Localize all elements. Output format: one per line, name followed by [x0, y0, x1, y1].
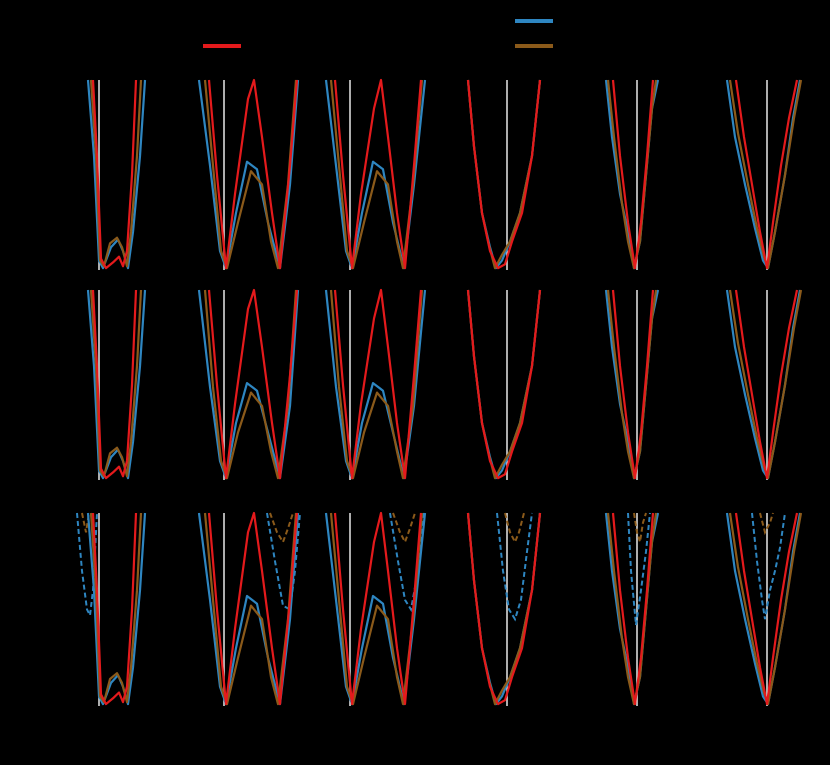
legend-swatch-brown — [515, 44, 553, 48]
panel-r3-c4 — [466, 512, 542, 706]
curve-red — [207, 78, 299, 270]
curve-red — [466, 289, 542, 480]
curve-red — [611, 512, 655, 706]
curve-red — [91, 289, 138, 480]
panel-r2-c3 — [324, 288, 427, 480]
dashed-curve-blue — [751, 512, 786, 620]
curve-blue — [324, 289, 427, 480]
curve-red — [734, 289, 799, 480]
curve-red — [91, 512, 138, 706]
panel-r3-c3 — [324, 511, 427, 706]
panel-r1-c6 — [725, 79, 803, 270]
curve-red — [611, 289, 655, 480]
dashed-curve-brown — [392, 512, 416, 545]
panel-r1-c2 — [197, 78, 300, 270]
curve-red — [734, 79, 799, 270]
curve-red — [207, 511, 299, 706]
panel-r2-c1 — [86, 289, 147, 480]
dashed-curve-blue — [76, 512, 98, 619]
curve-brown — [329, 512, 424, 706]
panel-r1-c3 — [324, 78, 427, 270]
curve-red — [466, 512, 542, 706]
panel-r2-c2 — [197, 288, 300, 480]
curve-brown — [203, 79, 298, 270]
panel-r3-c1 — [76, 512, 147, 706]
curve-brown — [203, 512, 298, 706]
panel-r2-c5 — [604, 289, 660, 480]
curve-red — [207, 288, 299, 480]
dashed-curve-brown — [504, 512, 525, 545]
dashed-curve-brown — [759, 512, 774, 536]
legend-swatch-blue — [515, 19, 553, 23]
dashed-curve-brown — [269, 512, 294, 545]
panel-r1-c4 — [466, 79, 542, 270]
dashed-curve-blue — [496, 512, 533, 622]
panel-r2-c4 — [466, 289, 542, 480]
panel-r1-c1 — [86, 79, 147, 270]
curve-red — [333, 288, 423, 480]
curve-red — [466, 79, 542, 270]
panel-r1-c5 — [604, 79, 660, 270]
curve-red — [734, 512, 799, 706]
legend-swatch-red — [203, 44, 241, 48]
dashed-curve-brown — [633, 512, 647, 543]
curve-brown — [329, 79, 424, 270]
curve-blue — [725, 289, 802, 480]
curve-blue — [725, 79, 802, 270]
dashed-curve-blue — [627, 512, 651, 626]
dashed-curve-blue — [266, 512, 301, 612]
curve-red — [333, 78, 423, 270]
curve-red — [91, 79, 138, 270]
panel-r3-c6 — [725, 512, 803, 706]
panel-r3-c5 — [604, 512, 660, 706]
panel-r3-c2 — [197, 511, 301, 706]
curve-red — [611, 79, 655, 270]
curve-red — [333, 511, 423, 706]
panel-r2-c6 — [725, 289, 803, 480]
